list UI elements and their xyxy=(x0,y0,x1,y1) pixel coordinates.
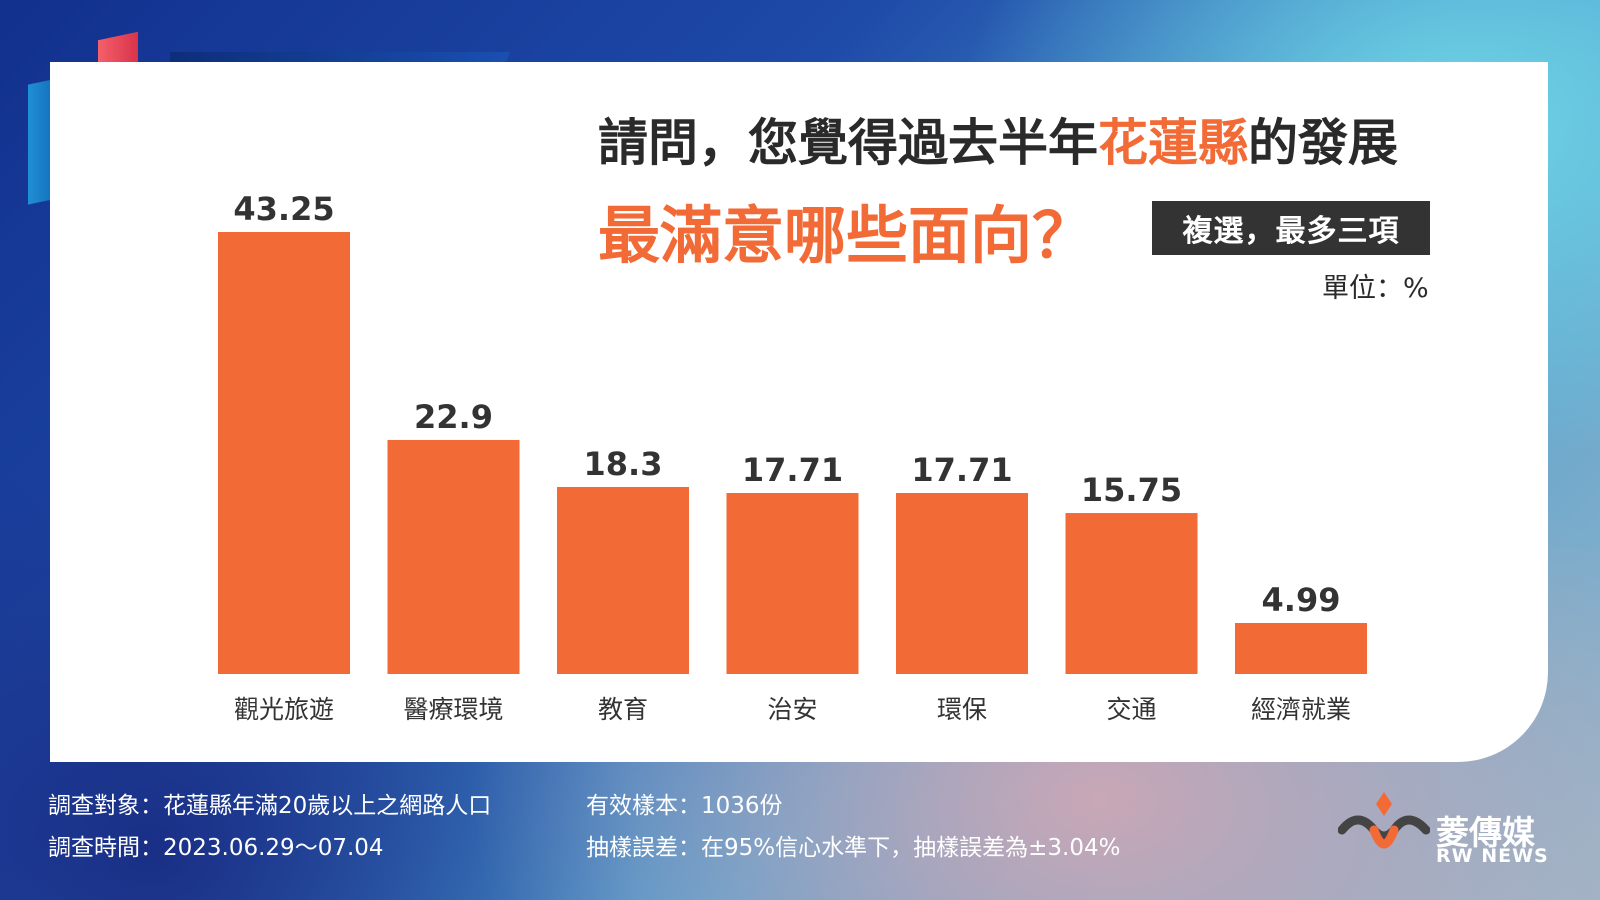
brand-name: 菱傳媒 xyxy=(1436,813,1535,852)
category-label-5: 環保 xyxy=(937,695,987,724)
question-before: 請問，您覺得過去半年 xyxy=(598,114,1098,172)
question-highlight: 花蓮縣 xyxy=(1098,114,1248,172)
bar-5 xyxy=(896,493,1028,674)
bar-4 xyxy=(726,493,859,674)
footer-target: 調查對象：花蓮縣年滿20歲以上之網路人口 xyxy=(48,793,492,819)
bar-value-label-6: 15.75 xyxy=(1081,471,1182,509)
category-label-6: 交通 xyxy=(1106,695,1156,724)
question-line2: 最滿意哪些面向？ xyxy=(598,199,1095,272)
unit-label: 單位：% xyxy=(1322,273,1429,304)
category-label-4: 治安 xyxy=(767,695,817,724)
bar-6 xyxy=(1065,513,1198,674)
footer-error: 抽樣誤差：在95%信心水準下，抽樣誤差為±3.04% xyxy=(586,835,1121,861)
question-line1: 請問，您覺得過去半年花蓮縣的發展 xyxy=(598,112,1398,175)
bar-value-label-7: 4.99 xyxy=(1262,581,1341,619)
brand-logo-icon xyxy=(1338,792,1430,849)
multi-select-badge: 複選，最多三項 xyxy=(1152,201,1430,255)
bar-3 xyxy=(557,486,689,674)
category-label-1: 觀光旅遊 xyxy=(234,695,334,724)
brand-sub: RW NEWS xyxy=(1436,845,1549,867)
footer-sample: 有效樣本：1036份 xyxy=(586,793,783,819)
category-label-7: 經濟就業 xyxy=(1251,695,1351,724)
bar-value-label-1: 43.25 xyxy=(233,190,334,228)
bar-value-label-3: 18.3 xyxy=(584,445,663,483)
footer-period: 調查時間：2023.06.29～07.04 xyxy=(48,835,384,861)
bar-value-label-5: 17.71 xyxy=(911,451,1012,489)
category-label-3: 教育 xyxy=(598,695,648,724)
bar-value-label-4: 17.71 xyxy=(742,451,843,489)
question-after: 的發展 xyxy=(1248,114,1398,172)
bar-value-label-2: 22.9 xyxy=(414,398,493,436)
category-label-2: 醫療環境 xyxy=(403,695,503,724)
bar-2 xyxy=(387,439,520,674)
bar-7 xyxy=(1235,623,1367,674)
bar-1 xyxy=(218,232,350,674)
